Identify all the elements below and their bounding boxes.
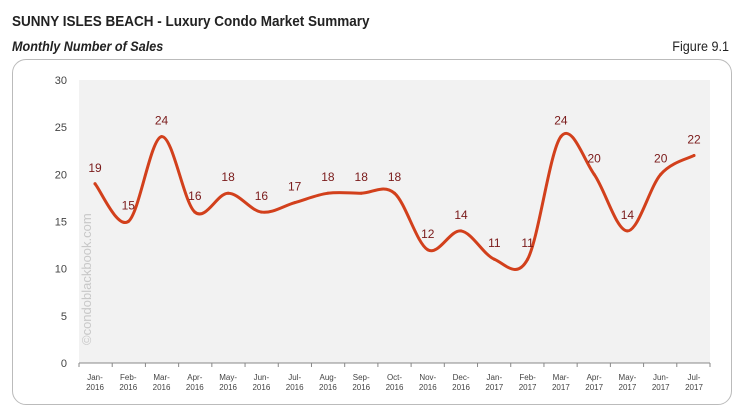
plot-area [79, 80, 710, 363]
data-point [492, 257, 496, 261]
data-label: 11 [521, 236, 534, 250]
data-label: 22 [687, 132, 701, 146]
chart-frame [12, 59, 732, 405]
x-tick-label: Dec-2016 [452, 373, 470, 392]
data-point [393, 191, 396, 195]
x-tick-label: Mar-2016 [153, 373, 171, 392]
data-point [459, 229, 463, 233]
data-label: 20 [654, 151, 668, 165]
data-label: 14 [621, 208, 635, 222]
data-point [526, 257, 530, 261]
x-tick-label: Oct-2016 [386, 373, 404, 392]
x-tick-label: Apr-2016 [186, 373, 204, 392]
x-tick-label: Nov-2016 [419, 373, 437, 392]
x-tick-label: Sep-2016 [352, 373, 370, 392]
data-point [692, 153, 696, 157]
data-point [160, 135, 164, 139]
x-tick-label: Aug-2016 [319, 373, 337, 392]
data-point [625, 229, 629, 233]
x-tick-label: Apr-2017 [585, 373, 603, 392]
x-tick-label: Mar-2017 [552, 373, 570, 392]
data-point [359, 191, 363, 195]
data-point [426, 248, 430, 252]
data-point [93, 182, 97, 186]
data-label: 14 [454, 208, 468, 222]
y-tick-label: 30 [55, 75, 67, 87]
y-tick-label: 0 [61, 358, 67, 370]
data-label: 18 [321, 170, 335, 184]
x-tick-label: May-2016 [219, 373, 237, 392]
x-tick-label: May-2017 [619, 373, 637, 392]
x-tick-label: Jan-2016 [86, 373, 104, 392]
y-tick-label: 20 [55, 169, 67, 181]
x-tick-label: Jun-2016 [252, 373, 270, 392]
data-label: 15 [122, 199, 136, 213]
data-point [226, 191, 230, 195]
data-point [126, 220, 130, 223]
data-label: 17 [288, 180, 302, 194]
y-tick-label: 25 [55, 122, 67, 134]
data-point [293, 201, 297, 205]
x-tick-label: Feb-2016 [119, 373, 137, 392]
data-label: 16 [188, 189, 202, 203]
y-tick-label: 10 [55, 264, 67, 276]
page-title: SUNNY ISLES BEACH - Luxury Condo Market … [12, 13, 370, 30]
data-label: 18 [355, 170, 369, 184]
figure-number: Figure 9.1 [672, 38, 729, 54]
data-label: 12 [421, 227, 435, 241]
data-label: 20 [587, 151, 601, 165]
x-tick-label: Jun-2017 [652, 373, 670, 392]
x-tick-label: Feb-2017 [519, 373, 537, 392]
data-label: 19 [88, 161, 102, 175]
x-tick-label: Jan-2017 [485, 373, 503, 392]
data-label: 18 [388, 170, 402, 184]
y-tick-label: 15 [55, 217, 67, 229]
data-label: 18 [221, 170, 235, 184]
data-label: 11 [488, 236, 501, 250]
data-label: 24 [554, 114, 568, 128]
data-point [592, 172, 596, 176]
x-tick-label: Jul-2016 [286, 373, 304, 392]
data-point [259, 210, 263, 214]
data-point [559, 135, 563, 139]
y-tick-label: 5 [61, 311, 67, 323]
data-label: 16 [255, 189, 269, 203]
chart-subtitle: Monthly Number of Sales [12, 38, 164, 54]
data-point [659, 172, 663, 176]
x-tick-label: Jul-2017 [685, 373, 703, 392]
data-label: 24 [155, 114, 169, 128]
data-point [193, 210, 197, 214]
watermark: ©condoblackbook.com [79, 213, 94, 345]
data-point [326, 191, 330, 195]
